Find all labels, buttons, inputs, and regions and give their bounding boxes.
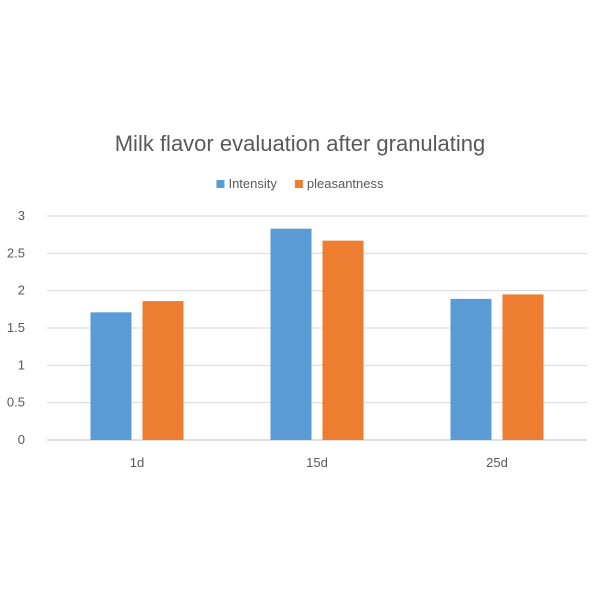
- y-tick-label: 1: [18, 357, 25, 372]
- legend-swatch-intensity: [216, 180, 225, 188]
- x-axis-ticks: 1d 15d 25d: [130, 455, 508, 470]
- legend-label: pleasantness: [307, 176, 384, 191]
- bar-pleasantness-1d: [142, 301, 184, 440]
- y-axis-ticks: 0 0.5 1 1.5 2 2.5 3: [7, 208, 25, 447]
- bars: [90, 228, 544, 440]
- legend-swatch-pleasantness: [294, 180, 303, 188]
- bar-intensity-25d: [450, 298, 492, 440]
- bar-pleasantness-25d: [502, 294, 544, 440]
- gridlines: [47, 215, 587, 441]
- x-tick-label: 25d: [486, 455, 508, 470]
- bar-intensity-15d: [270, 228, 312, 440]
- bar-pleasantness-15d: [322, 240, 364, 440]
- y-tick-label: 1.5: [7, 320, 25, 335]
- x-tick-label: 15d: [306, 455, 328, 470]
- y-tick-label: 0: [18, 432, 25, 447]
- y-tick-label: 2: [18, 283, 25, 298]
- y-tick-label: 3: [18, 208, 25, 223]
- y-tick-label: 2.5: [7, 245, 25, 260]
- bar-intensity-1d: [90, 312, 132, 440]
- x-tick-label: 1d: [130, 455, 144, 470]
- y-tick-label: 0.5: [7, 395, 25, 410]
- chart-title: Milk flavor evaluation after granulating: [115, 131, 486, 156]
- legend-label: Intensity: [228, 176, 277, 191]
- legend: Intensity pleasantness: [216, 176, 384, 191]
